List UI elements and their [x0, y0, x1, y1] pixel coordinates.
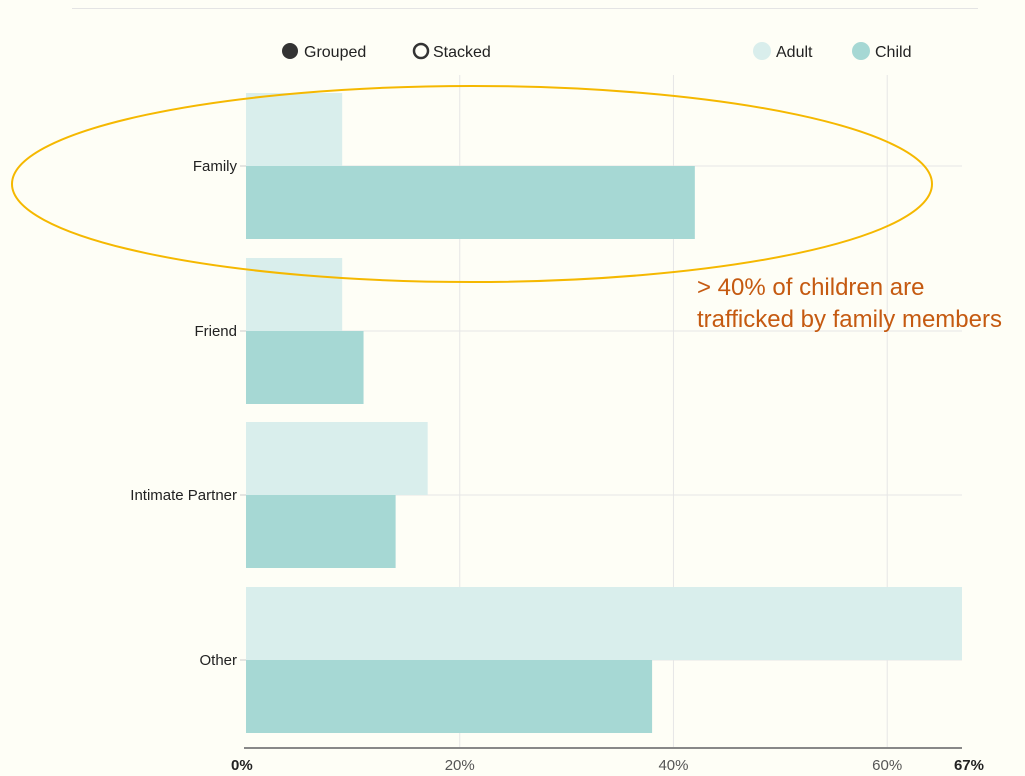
- grouped-label: Grouped: [304, 44, 366, 61]
- category-labels: Family Friend Intimate Partner Other: [130, 158, 237, 669]
- bar-child-family[interactable]: [246, 166, 695, 239]
- annotation-text: > 40% of children are trafficked by fami…: [697, 274, 1002, 333]
- legend-item-child[interactable]: Child: [852, 42, 911, 61]
- stacked-radio[interactable]: Stacked: [412, 42, 491, 61]
- bar-adult-other[interactable]: [246, 587, 962, 660]
- x-tick-label: 0%: [231, 757, 253, 774]
- category-label: Friend: [194, 323, 237, 340]
- legend-item-adult[interactable]: Adult: [753, 42, 813, 61]
- highlight-ellipse: [11, 85, 933, 283]
- grouped-radio-icon: [282, 43, 298, 59]
- grouped-radio[interactable]: Grouped: [282, 43, 366, 61]
- stacked-label: Stacked: [433, 44, 491, 61]
- category-label: Intimate Partner: [130, 487, 237, 504]
- category-label: Other: [199, 652, 237, 669]
- legend-label: Adult: [776, 44, 813, 61]
- axes: [240, 165, 962, 749]
- bar-adult-friend[interactable]: [246, 258, 343, 331]
- top-divider: [72, 8, 978, 9]
- x-tick-label: 67%: [954, 757, 984, 774]
- x-tick-label: 40%: [658, 757, 688, 774]
- bars: [246, 93, 962, 733]
- stacked-radio-icon: [412, 42, 430, 60]
- legend-swatch-icon: [852, 42, 870, 60]
- category-label: Family: [193, 158, 238, 175]
- x-tick-labels: 0% 20% 40% 60% 67%: [231, 757, 984, 774]
- bar-adult-family[interactable]: [246, 93, 343, 166]
- legend-label: Child: [875, 44, 911, 61]
- bar-child-friend[interactable]: [246, 331, 364, 404]
- bar-adult-intimate-partner[interactable]: [246, 422, 428, 495]
- legend: Adult Child: [753, 42, 911, 61]
- legend-swatch-icon: [753, 42, 771, 60]
- bar-child-intimate-partner[interactable]: [246, 495, 396, 568]
- x-tick-label: 20%: [445, 757, 475, 774]
- bar-child-other[interactable]: [246, 660, 653, 733]
- x-tick-label: 60%: [872, 757, 902, 774]
